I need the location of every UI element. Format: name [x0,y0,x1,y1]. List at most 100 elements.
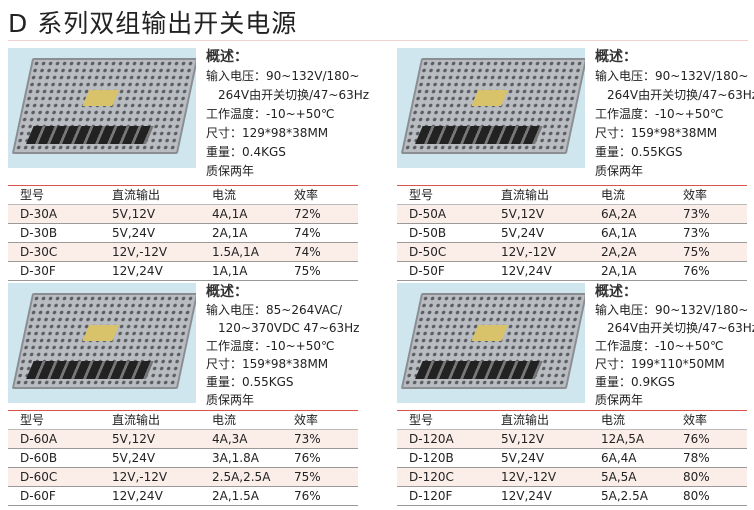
warranty: 质保两年 [595,393,644,407]
table-cell: 5V,12V [489,429,589,449]
table-cell: 5V,24V [100,448,200,468]
input-voltage-cont: 264V由开关切换/47~63Hz [607,321,754,335]
table-cell: D-120F [397,486,489,506]
table-row: D-30F 12V,24V 1A,1A 75% [8,261,358,281]
table-cell: D-50F [397,261,489,281]
product-overview: 概述： 输入电压：90~132V/180~ 264V由开关切换/47~63Hz … [595,283,754,409]
table-row: D-120B 5V,24V 6A,4A 78% [397,448,747,468]
table-cell: 5A,2.5A [589,486,671,506]
column-header: 直流输出 [100,410,200,430]
table-cell: D-120A [397,429,489,449]
column-header: 直流输出 [489,185,589,205]
table-cell: 12V,-12V [489,242,589,262]
operating-temp: 工作温度：-10~+50℃ [206,107,335,121]
table-cell: D-30B [8,223,100,243]
column-header: 型号 [397,185,489,205]
table-cell: 80% [671,467,747,487]
operating-temp: 工作温度：-10~+50℃ [206,339,335,353]
weight: 重量：0.4KGS [206,145,286,159]
table-cell: 2A,1.5A [200,486,282,506]
page-title: D 系列双组输出开关电源 [8,9,298,38]
weight: 重量：0.9KGS [595,375,675,389]
product-image [8,283,196,403]
table-cell: 6A,2A [589,204,671,224]
overview-heading: 概述： [206,284,248,300]
table-row: D-30B 5V,24V 2A,1A 74% [8,223,358,243]
table-cell: 76% [282,486,358,506]
table-cell: 74% [282,242,358,262]
table-cell: 12V,-12V [100,242,200,262]
table-cell: 2.5A,2.5A [200,467,282,487]
table-cell: D-30F [8,261,100,281]
dimensions: 尺寸：159*98*38MM [206,357,329,371]
column-header: 电流 [589,410,671,430]
dimensions: 尺寸：159*98*38MM [595,126,718,140]
table-cell: 12V,24V [100,486,200,506]
table-row: D-60A 5V,12V 4A,3A 73% [8,429,358,449]
table-cell: 12V,24V [489,486,589,506]
table-cell: D-60A [8,429,100,449]
table-cell: 6A,4A [589,448,671,468]
table-row: D-30C 12V,-12V 1.5A,1A 74% [8,242,358,262]
table-cell: 76% [282,448,358,468]
input-voltage: 输入电压：90~132V/180~ [206,69,360,83]
table-cell: 73% [671,204,747,224]
table-row: D-50A 5V,12V 6A,2A 73% [397,204,747,224]
table-header: 型号 直流输出 电流 效率 [397,185,747,205]
product-image [8,48,196,168]
table-cell: D-60C [8,467,100,487]
product-overview: 概述： 输入电压：85~264VAC/ 120~370VDC 47~63Hz 工… [206,283,359,409]
table-cell: 1A,1A [200,261,282,281]
table-row: D-50B 5V,24V 6A,1A 73% [397,223,747,243]
table-cell: 1.5A,1A [200,242,282,262]
table-cell: 75% [282,261,358,281]
table-row: D-120F 12V,24V 5A,2.5A 80% [397,486,747,506]
table-cell: D-120B [397,448,489,468]
input-voltage: 输入电压：85~264VAC/ [206,303,343,317]
table-cell: 5V,12V [100,204,200,224]
table-cell: 2A,1A [200,223,282,243]
table-header: 型号 直流输出 电流 效率 [397,410,747,430]
input-voltage-cont: 120~370VDC 47~63Hz [218,321,360,335]
table-cell: 73% [671,223,747,243]
table-cell: 5V,12V [100,429,200,449]
column-header: 直流输出 [100,185,200,205]
table-cell: 78% [671,448,747,468]
warranty: 质保两年 [206,393,255,407]
table-cell: 75% [671,242,747,262]
column-header: 效率 [282,185,358,205]
table-row: D-30A 5V,12V 4A,1A 72% [8,204,358,224]
table-cell: 5V,24V [100,223,200,243]
table-cell: 73% [282,429,358,449]
table-cell: 5V,24V [489,223,589,243]
input-voltage: 输入电压：90~132V/180~ [595,69,749,83]
table-cell: D-50A [397,204,489,224]
column-header: 电流 [200,410,282,430]
table-cell: D-30C [8,242,100,262]
table-cell: 2A,1A [589,261,671,281]
table-cell: D-60B [8,448,100,468]
column-header: 效率 [282,410,358,430]
title-divider [8,40,748,41]
table-row: D-60F 12V,24V 2A,1.5A 76% [8,486,358,506]
overview-heading: 概述： [595,49,637,65]
input-voltage-cont: 264V由开关切换/47~63Hz [607,88,754,102]
table-cell: D-30A [8,204,100,224]
column-header: 电流 [589,185,671,205]
weight: 重量：0.55KGS [595,145,683,159]
spec-table: 型号 直流输出 电流 效率 D-50A 5V,12V 6A,2A 73% D-50B 5V,24V… [397,185,747,281]
table-cell: 12V,24V [100,261,200,281]
table-cell: 74% [282,223,358,243]
table-cell: 12A,5A [589,429,671,449]
table-cell: 72% [282,204,358,224]
table-cell: 6A,1A [589,223,671,243]
table-cell: 3A,1.8A [200,448,282,468]
table-cell: 75% [282,467,358,487]
table-cell: D-50C [397,242,489,262]
table-cell: D-120C [397,467,489,487]
input-voltage-cont: 264V由开关切换/47~63Hz [218,88,370,102]
table-cell: D-60F [8,486,100,506]
column-header: 效率 [671,410,747,430]
table-cell: 5V,12V [489,204,589,224]
table-row: D-120C 12V,-12V 5A,5A 80% [397,467,747,487]
